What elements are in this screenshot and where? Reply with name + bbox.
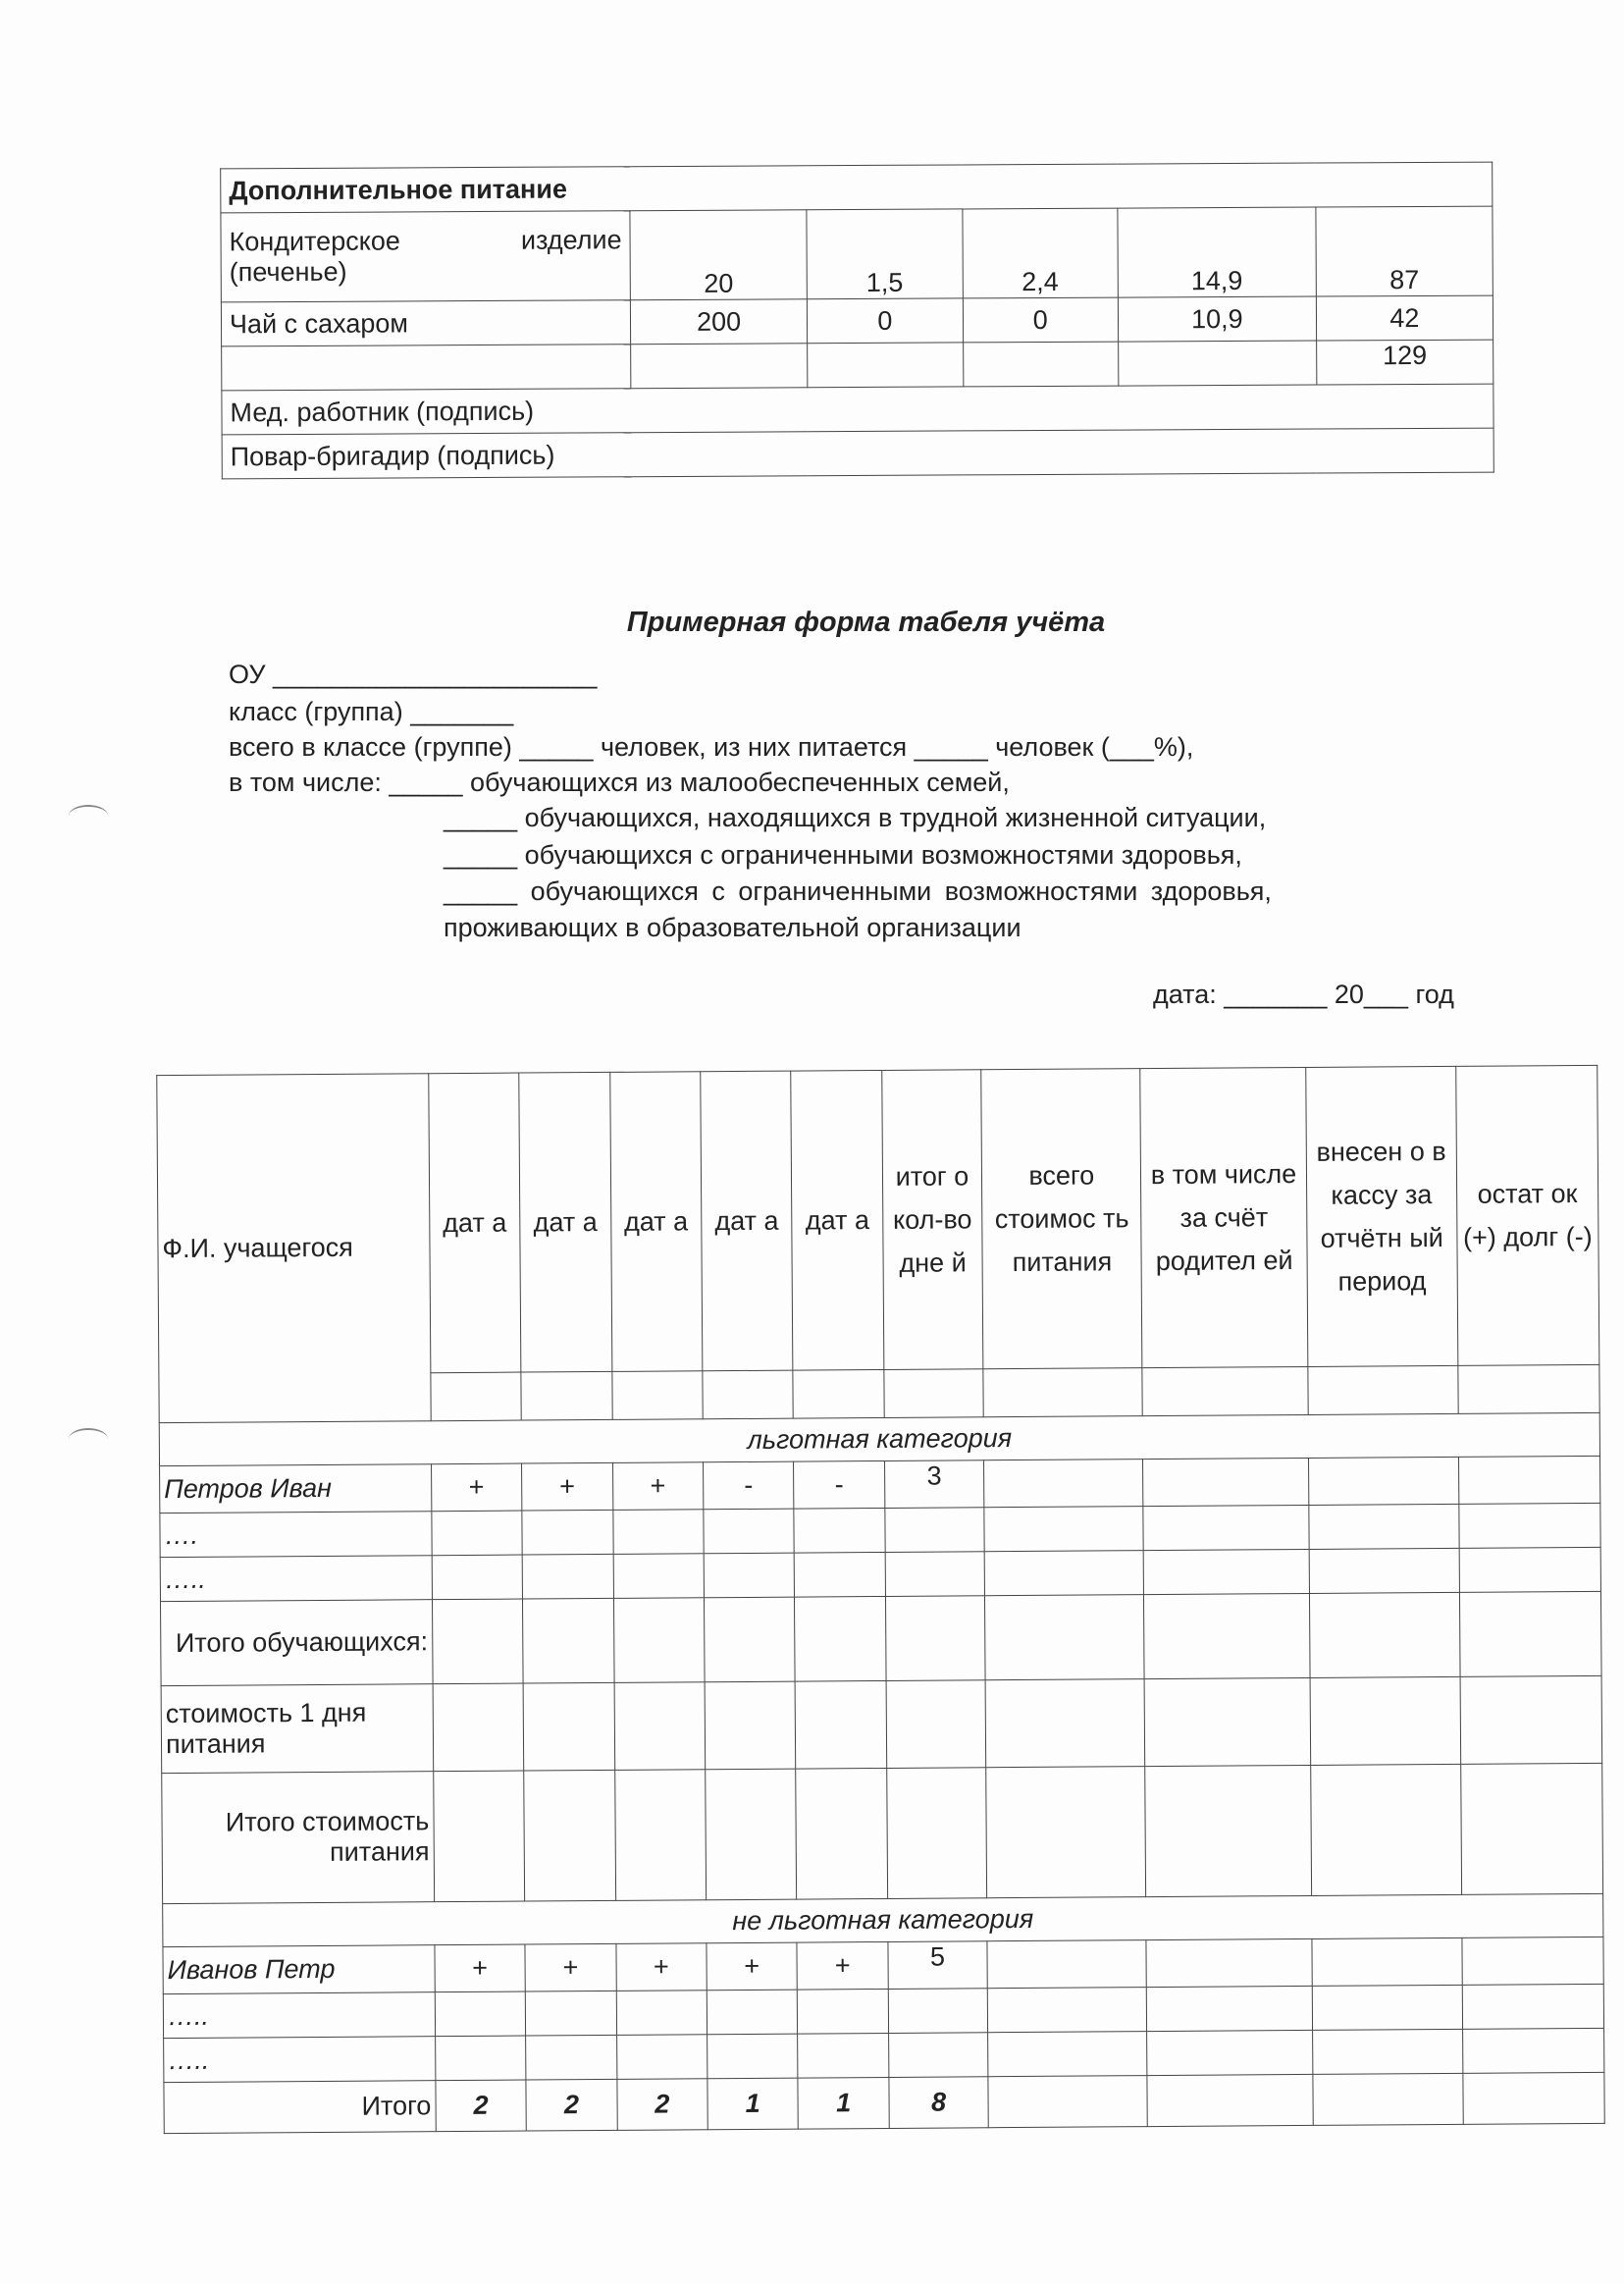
attendance-cell: -	[793, 1460, 885, 1510]
form-line: в том числе: _____ обучающихся из малооб…	[229, 768, 1010, 797]
signature-cook: Повар-бригадир (подпись)	[222, 428, 1494, 479]
attendance-cell	[522, 1510, 613, 1556]
attendance-cell	[707, 1990, 798, 2035]
attendance-cell	[612, 1553, 705, 1599]
attendance-cell	[615, 1990, 707, 2036]
attendance-cell	[707, 2034, 799, 2079]
punch-hole-mark	[69, 805, 108, 826]
attendance-cell: +	[521, 1462, 613, 1512]
attendance-cell	[525, 2035, 617, 2081]
attendance-cell: +	[431, 1463, 523, 1512]
attendance-cell	[522, 1554, 614, 1600]
attendance-cell	[704, 1553, 795, 1598]
student-name: Иванов Петр	[162, 1944, 436, 1994]
form-line: _____ обучающихся, находящихся в трудной…	[444, 803, 1267, 832]
attendance-cell	[888, 2032, 989, 2078]
attendance-cell: 3	[884, 1460, 985, 1509]
table-header: Дополнительное питание	[220, 162, 1493, 213]
table-row: Кондитерское изделие (печенье) 20 1,5 2,…	[220, 206, 1493, 302]
student-name: Петров Иван	[159, 1463, 432, 1513]
table-row: Чай с сахаром 200 0 0 10,9 42	[221, 295, 1493, 346]
header-row: Ф.И. учащегося дат а дат а дат а дат а д…	[156, 1065, 1599, 1423]
attendance-cell	[703, 1509, 795, 1554]
attendance-table: Ф.И. учащегося дат а дат а дат а дат а д…	[156, 1065, 1605, 2134]
student-name: …..	[160, 1555, 433, 1602]
form-line: проживающих в образовательной организаци…	[444, 913, 1022, 942]
table-row: 129	[221, 340, 1493, 391]
signature-med: Мед. работник (подпись)	[221, 384, 1494, 435]
attendance-cell: +	[525, 1943, 616, 1992]
attendance-cell	[794, 1508, 885, 1554]
supplementary-nutrition-table: Дополнительное питание Кондитерское изде…	[220, 162, 1494, 480]
attendance-cell	[884, 1507, 985, 1553]
total-row: Итого 2 2 2 1 1 8	[163, 2072, 1605, 2134]
student-name: …..	[163, 2036, 436, 2083]
attendance-cell	[431, 1555, 523, 1600]
form-line: ОУ ______________________	[229, 660, 598, 689]
attendance-cell: +	[615, 1942, 707, 1991]
attendance-cell	[797, 2033, 889, 2079]
attendance-cell: +	[434, 1944, 526, 1992]
attendance-cell	[888, 1988, 988, 2034]
attendance-cell	[616, 2034, 707, 2080]
punch-hole-mark	[69, 1428, 108, 1450]
form-title: Примерная форма табеля учёта	[626, 607, 1106, 638]
attendance-cell	[435, 2036, 527, 2081]
form-line: класс (группа) _______	[229, 697, 514, 726]
attendance-cell	[794, 1552, 886, 1598]
attendance-cell	[435, 1991, 526, 2037]
attendance-cell	[431, 1511, 523, 1556]
attendance-cell	[884, 1551, 985, 1597]
attendance-cell: +	[706, 1942, 798, 1991]
summary-row: Итого обучающихся:	[160, 1591, 1602, 1686]
summary-row: Итого стоимость питания	[161, 1763, 1603, 1904]
student-name: ….	[159, 1511, 432, 1558]
attendance-cell	[612, 1509, 705, 1555]
attendance-cell	[525, 1991, 617, 2037]
date-line: дата: _______ 20___ год	[1153, 980, 1454, 1009]
attendance-cell: +	[612, 1461, 704, 1511]
summary-row: стоимость 1 дня питания	[161, 1675, 1602, 1774]
attendance-cell: 5	[887, 1940, 988, 1990]
attendance-cell: -	[703, 1461, 795, 1510]
form-line: _____ обучающихся с ограниченными возмож…	[444, 876, 1272, 906]
attendance-cell: +	[797, 1941, 889, 1991]
attendance-cell	[797, 1989, 889, 2035]
form-line: _____ обучающихся с ограниченными возмож…	[444, 840, 1242, 870]
student-name: …..	[163, 1991, 436, 2039]
form-line: всего в классе (группе) _____ человек, и…	[229, 732, 1194, 762]
